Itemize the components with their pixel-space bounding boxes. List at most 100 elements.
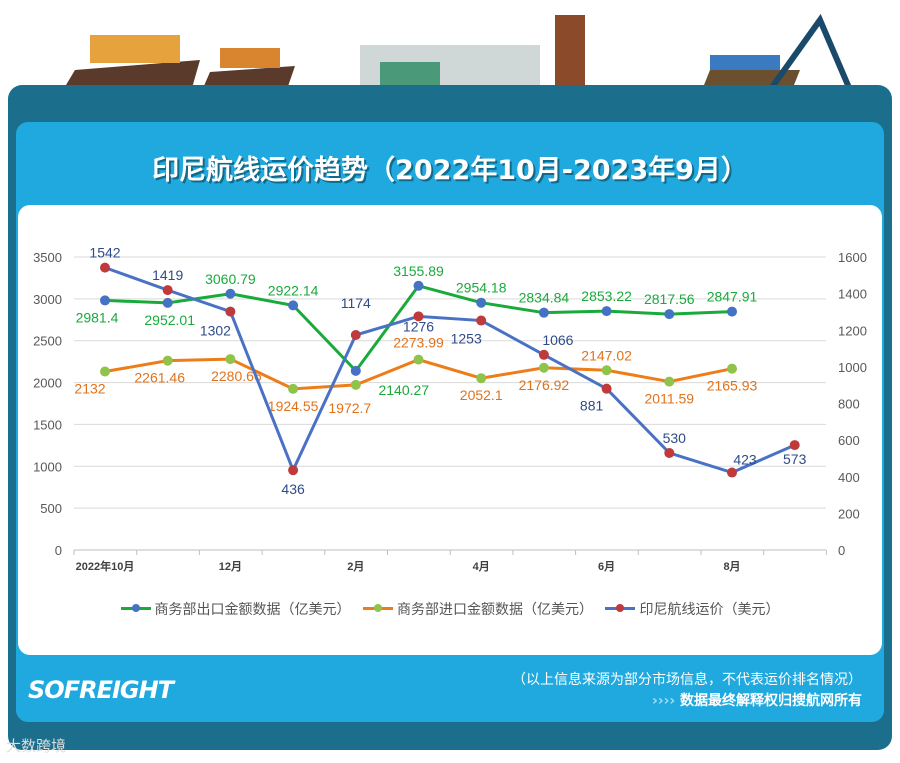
data-label: 2981.4 — [76, 309, 119, 325]
x-tick-label: 2022年10月 — [76, 559, 135, 573]
data-point — [100, 262, 110, 273]
data-label: 2011.59 — [645, 391, 695, 407]
data-point — [476, 315, 487, 326]
data-label: 2280.66 — [211, 368, 262, 384]
data-label: 2052.1 — [460, 387, 503, 403]
data-label: 2834.84 — [519, 290, 570, 306]
data-point — [538, 349, 549, 360]
data-label: 2132 — [74, 381, 105, 397]
data-label: 436 — [281, 481, 305, 497]
sofreight-logo: SOFREIGHT — [28, 676, 174, 704]
data-point — [476, 373, 487, 384]
data-point — [350, 330, 361, 341]
data-label: 1419 — [152, 267, 183, 283]
data-point — [413, 354, 424, 365]
legend-swatch-icon — [120, 604, 151, 612]
right-tick-label: 1600 — [838, 250, 867, 265]
right-tick-label: 800 — [838, 397, 860, 412]
data-label: 1276 — [403, 318, 434, 334]
right-tick-label: 1000 — [838, 360, 867, 375]
data-label: 881 — [580, 398, 604, 414]
data-point — [727, 306, 737, 317]
legend-label: 商务部出口金额数据（亿美元） — [154, 601, 351, 618]
data-point — [288, 465, 299, 476]
x-tick-label: 2月 — [347, 560, 364, 573]
data-point — [100, 366, 110, 377]
series-line — [104, 266, 796, 475]
right-tick-label: 600 — [838, 433, 860, 448]
data-label: 423 — [733, 452, 757, 468]
left-tick-label: 2500 — [33, 334, 62, 349]
arrows-icon: ›››› — [652, 693, 676, 709]
right-tick-label: 400 — [838, 470, 860, 485]
data-label: 1253 — [451, 331, 482, 347]
data-point — [601, 306, 612, 317]
line-chart: 0 500 1000 1500 2000 2500 3000 3500 0 200 400 600 80… — [33, 245, 867, 573]
x-tick-label: 12月 — [219, 560, 242, 573]
data-label: 1542 — [89, 245, 120, 261]
legend-label: 商务部进口金额数据（亿美元） — [397, 601, 593, 618]
source-note: （以上信息来源为部分市场信息，不代表运价排名情况） — [512, 672, 862, 688]
legend-label: 印尼航线运价（美元） — [639, 601, 780, 618]
data-point — [601, 365, 612, 376]
x-tick-label: 4月 — [473, 560, 490, 573]
watermark: 大数跨境 — [6, 737, 67, 755]
chart-legend: 商务部出口金额数据（亿美元） 商务部进口金额数据（亿美元） 印尼航线运价（美元） — [0, 598, 900, 619]
right-tick-label: 0 — [838, 543, 845, 558]
left-tick-label: 0 — [55, 543, 62, 558]
data-label: 2261.46 — [134, 370, 185, 386]
data-label: 1174 — [341, 295, 371, 311]
data-label: 2140.27 — [378, 382, 429, 398]
left-tick-label: 500 — [40, 501, 62, 516]
data-point — [727, 467, 737, 478]
data-point — [288, 383, 299, 394]
data-point — [225, 288, 236, 299]
page-title: 印尼航线运价趋势（2022年10月-2023年9月） — [152, 155, 748, 186]
x-tick-label: 8月 — [723, 560, 740, 573]
data-point — [664, 309, 675, 320]
data-point — [162, 285, 173, 296]
data-label: 2952.01 — [144, 312, 195, 328]
data-point — [664, 376, 675, 387]
data-point — [350, 365, 361, 376]
data-label: 3155.89 — [393, 263, 444, 279]
left-tick-label: 3500 — [33, 250, 62, 265]
data-label: 2922.14 — [268, 282, 319, 298]
data-point — [538, 362, 549, 373]
data-label: 2847.91 — [707, 289, 758, 305]
data-label: 1972.7 — [328, 400, 371, 416]
data-label: 2273.99 — [393, 335, 444, 351]
left-tick-label: 1000 — [33, 459, 62, 474]
legend-swatch-icon — [605, 604, 636, 612]
data-label: 3060.79 — [205, 271, 256, 287]
data-point — [601, 383, 612, 394]
data-label: 1066 — [542, 332, 573, 348]
data-label: 2165.93 — [707, 378, 758, 394]
right-tick-label: 200 — [838, 506, 860, 521]
data-label: 2817.56 — [644, 291, 695, 307]
right-tick-label: 1400 — [838, 287, 867, 302]
right-tick-label: 1200 — [838, 323, 867, 338]
copyright-text: 数据最终解释权归搜航网所有 — [680, 693, 862, 709]
data-point — [789, 440, 800, 451]
left-tick-label: 2000 — [33, 376, 62, 391]
data-point — [476, 297, 487, 308]
legend-item-export[interactable]: 商务部出口金额数据（亿美元） — [120, 599, 351, 619]
left-tick-label: 1500 — [33, 417, 62, 432]
data-label: 2954.18 — [456, 280, 507, 296]
data-point — [538, 307, 549, 318]
data-label: 1924.55 — [268, 398, 319, 414]
data-label: 2853.22 — [581, 288, 632, 304]
data-point — [727, 363, 737, 374]
data-point — [225, 306, 236, 317]
x-tick-label: 6月 — [598, 560, 615, 573]
data-label: 2147.02 — [581, 347, 632, 363]
data-point — [413, 311, 424, 322]
data-point — [162, 297, 173, 308]
legend-item-import[interactable]: 商务部进口金额数据（亿美元） — [363, 599, 593, 619]
data-point — [413, 280, 424, 291]
data-label: 2176.92 — [519, 377, 570, 393]
data-point — [350, 379, 361, 390]
data-label: 1302 — [200, 323, 231, 339]
legend-item-freight[interactable]: 印尼航线运价（美元） — [605, 599, 779, 619]
